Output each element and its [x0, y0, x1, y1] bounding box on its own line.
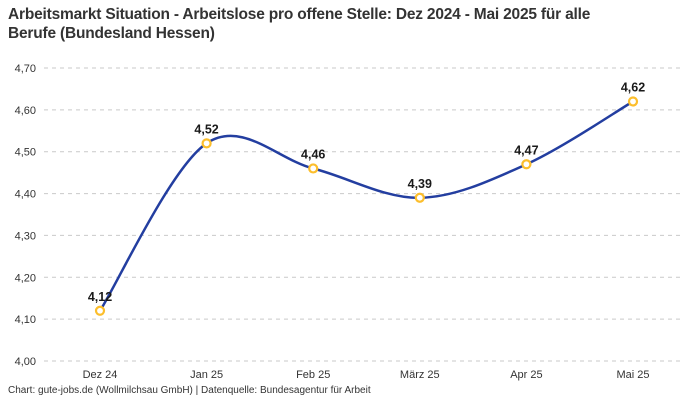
data-point-marker [94, 305, 106, 316]
y-tick-label: 4,60 [15, 105, 36, 117]
data-point-label: 4,39 [408, 177, 432, 191]
x-tick-label: März 25 [400, 369, 440, 381]
y-tick-label: 4,20 [15, 272, 36, 284]
series-line-group [98, 100, 635, 313]
x-tick-label: Mai 25 [616, 369, 649, 381]
y-tick-label: 4,30 [15, 230, 36, 242]
data-point-marker [414, 192, 425, 203]
y-axis-labels: 4,00 4,10 4,20 4,30 4,40 4,50 4,60 4,70 [15, 63, 36, 368]
data-point-marker [521, 159, 532, 170]
data-point-label: 4,47 [514, 143, 538, 157]
data-point-labels: 4,12 4,52 4,46 4,39 4,47 4,62 [88, 80, 645, 303]
x-tick-label: Dez 24 [83, 369, 118, 381]
y-tick-label: 4,40 [15, 189, 36, 201]
chart-title-line2: Berufe (Bundesland Hessen) [8, 25, 215, 42]
series-line [98, 100, 635, 313]
x-tick-label: Apr 25 [510, 369, 542, 381]
chart-credit: Chart: gute-jobs.de (Wollmilchsau GmbH) … [8, 385, 371, 396]
y-tick-label: 4,10 [15, 314, 36, 326]
y-tick-label: 4,70 [15, 63, 36, 75]
data-point-label: 4,62 [621, 80, 645, 94]
x-tick-label: Jan 25 [190, 369, 223, 381]
data-point-label: 4,46 [301, 147, 325, 161]
x-axis-labels: Dez 24 Jan 25 Feb 25 März 25 Apr 25 Mai 25 [83, 369, 650, 381]
data-point-marker [627, 96, 639, 107]
gridlines [44, 67, 684, 362]
chart-title: Arbeitsmarkt Situation - Arbeitslose pro… [8, 5, 692, 43]
chart-title-line1: Arbeitsmarkt Situation - Arbeitslose pro… [8, 6, 591, 23]
data-point-label: 4,12 [88, 290, 112, 304]
y-tick-label: 4,00 [15, 356, 36, 368]
data-point-label: 4,52 [194, 122, 218, 136]
x-tick-label: Feb 25 [296, 369, 330, 381]
data-point-markers [94, 96, 639, 316]
y-tick-label: 4,50 [15, 147, 36, 159]
data-point-marker [201, 138, 212, 149]
data-point-marker [308, 163, 319, 174]
